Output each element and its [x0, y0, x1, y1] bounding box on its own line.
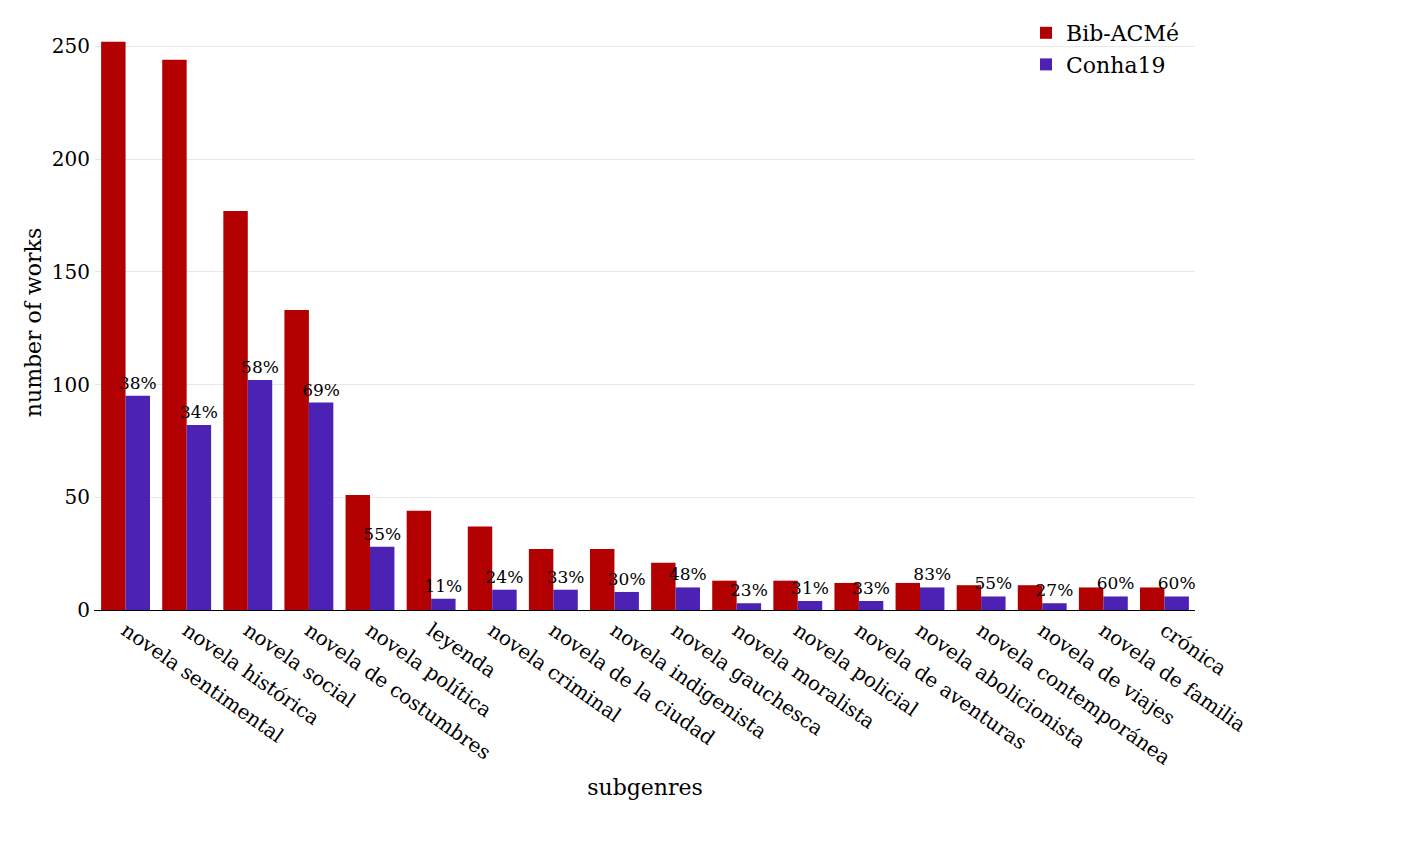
svg-text:55%: 55%	[974, 573, 1012, 593]
svg-text:23%: 23%	[730, 580, 768, 600]
svg-text:novela abolicionista: novela abolicionista	[911, 618, 1090, 753]
svg-text:novela histórica: novela histórica	[178, 618, 324, 730]
svg-text:novela criminal: novela criminal	[484, 618, 626, 727]
svg-text:number of works: number of works	[21, 228, 46, 417]
svg-text:Conha19: Conha19	[1066, 53, 1166, 78]
svg-text:novela de aventuras: novela de aventuras	[850, 618, 1031, 755]
svg-text:novela de la ciudad: novela de la ciudad	[545, 618, 720, 750]
svg-text:33%: 33%	[852, 578, 890, 598]
svg-text:novela gauchesca: novela gauchesca	[667, 618, 828, 741]
svg-text:60%: 60%	[1097, 573, 1135, 593]
svg-text:27%: 27%	[1036, 580, 1074, 600]
svg-text:novela contemporánea: novela contemporánea	[973, 618, 1176, 770]
svg-text:novela de familia: novela de familia	[1095, 618, 1251, 737]
svg-text:24%: 24%	[486, 567, 524, 587]
svg-text:58%: 58%	[241, 357, 279, 377]
svg-text:69%: 69%	[302, 380, 340, 400]
svg-text:34%: 34%	[180, 402, 218, 422]
svg-text:novela de viajes: novela de viajes	[1034, 618, 1180, 730]
svg-text:83%: 83%	[913, 564, 951, 584]
svg-text:novela indigenista: novela indigenista	[606, 618, 772, 744]
svg-text:33%: 33%	[547, 567, 585, 587]
svg-text:31%: 31%	[791, 578, 829, 598]
svg-text:50: 50	[65, 485, 90, 509]
svg-text:novela moralista: novela moralista	[728, 618, 880, 734]
svg-text:250: 250	[52, 34, 90, 58]
svg-text:leyenda: leyenda	[423, 618, 502, 683]
svg-text:11%: 11%	[424, 576, 462, 596]
svg-text:novela policial: novela policial	[789, 618, 923, 722]
svg-text:150: 150	[52, 260, 90, 284]
svg-text:subgenres: subgenres	[587, 775, 703, 800]
svg-text:novela de costumbres: novela de costumbres	[300, 618, 495, 765]
svg-text:0: 0	[77, 598, 90, 622]
svg-text:200: 200	[52, 147, 90, 171]
svg-text:novela sentimental: novela sentimental	[117, 618, 288, 748]
svg-text:30%: 30%	[608, 569, 646, 589]
svg-text:60%: 60%	[1158, 573, 1196, 593]
svg-text:Bib-ACMé: Bib-ACMé	[1066, 21, 1179, 46]
svg-text:100: 100	[52, 373, 90, 397]
svg-text:38%: 38%	[119, 373, 157, 393]
svg-text:novela política: novela política	[361, 618, 496, 723]
svg-text:crónica: crónica	[1156, 618, 1231, 681]
svg-text:novela social: novela social	[239, 618, 360, 713]
svg-text:55%: 55%	[363, 524, 401, 544]
svg-text:48%: 48%	[669, 564, 707, 584]
